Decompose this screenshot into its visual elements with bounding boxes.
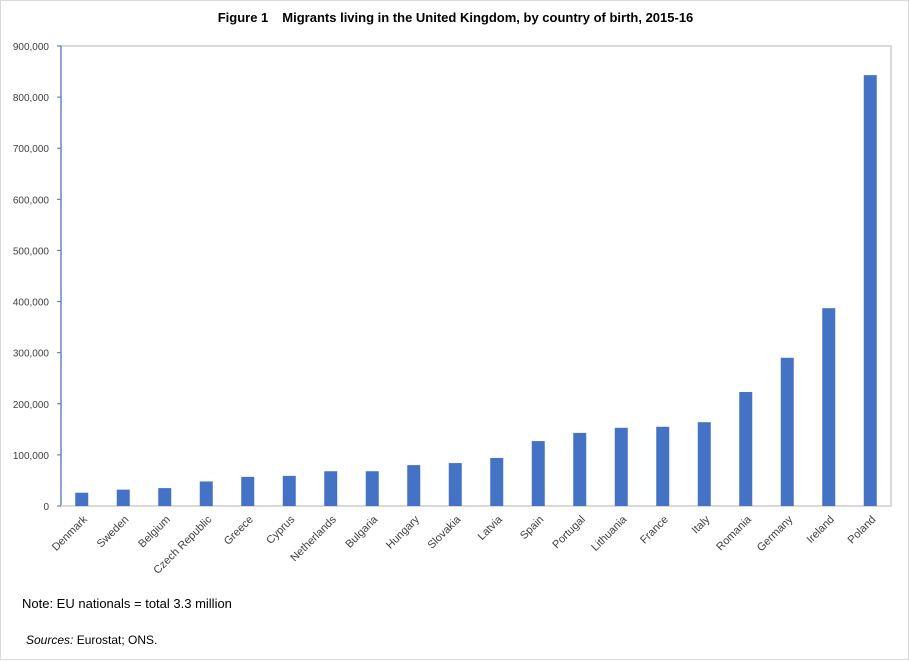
x-tick-label: Lithuania [589,513,630,554]
x-tick-label: Italy [690,513,713,536]
bar-cyprus [282,475,296,506]
bar-greece [241,476,255,506]
x-tick-label: Greece [222,514,256,548]
y-tick-label: 0 [43,502,49,513]
bar-denmark [75,492,89,506]
y-tick-label: 900,000 [13,42,50,53]
bar-spain [531,441,545,506]
x-tick-label: Belgium [136,514,173,551]
bar-czech-republic [199,481,213,506]
x-tick-label: Cyprus [264,513,297,546]
bar-sweden [116,489,130,506]
chart-note: Note: EU nationals = total 3.3 million [22,596,232,611]
bar-ireland [822,308,836,506]
x-tick-label: France [638,514,671,547]
x-tick-label: Latvia [476,513,506,543]
x-tick-label: Slovakia [425,513,464,552]
bar-germany [780,357,794,506]
bar-bulgaria [365,471,379,506]
x-tick-label: Romania [714,513,754,553]
y-tick-label: 700,000 [13,144,50,155]
x-tick-label: Spain [518,514,546,542]
figure-number: Figure 1 [217,10,269,25]
bar-romania [739,392,753,506]
sources-label: Sources: [26,633,74,647]
x-tick-label: Sweden [95,514,132,551]
x-tick-label: Germany [755,513,796,554]
bar-slovakia [448,463,462,506]
x-tick-label: Poland [846,514,879,547]
y-tick-label: 600,000 [13,195,50,206]
bar-netherlands [324,471,338,506]
bar-belgium [158,488,172,506]
x-tick-label: Portugal [550,514,587,551]
y-tick-label: 800,000 [13,93,50,104]
y-tick-label: 100,000 [13,451,50,462]
chart-title: Figure 1 Migrants living in the United Ki… [1,10,909,25]
title-text: Migrants living in the United Kingdom, b… [282,10,694,25]
y-tick-label: 300,000 [13,349,50,360]
x-tick-label: Bulgaria [343,513,381,551]
bar-italy [697,422,711,506]
bar-lithuania [614,427,628,506]
bar-france [656,426,670,506]
chart-sources: Sources: Eurostat; ONS. [26,633,157,647]
bar-hungary [407,465,421,506]
bar-portugal [573,432,587,506]
y-tick-label: 200,000 [13,400,50,411]
x-tick-label: Ireland [805,514,837,546]
y-tick-label: 400,000 [13,298,50,309]
x-tick-label: Denmark [50,513,90,553]
bar-latvia [490,457,504,506]
y-tick-label: 500,000 [13,246,50,257]
plot-area [60,45,892,507]
sources-text: Eurostat; ONS. [73,633,158,647]
bar-poland [863,75,877,506]
x-tick-label: Hungary [384,513,422,551]
